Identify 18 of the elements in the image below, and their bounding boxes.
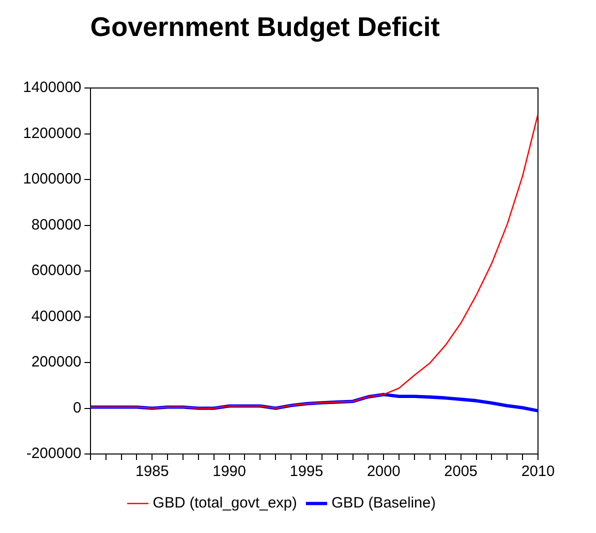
y-tick-label: -200000 (26, 445, 82, 462)
y-tick-label: 600000 (31, 262, 82, 280)
y-tick-label: 0 (73, 399, 82, 416)
legend-label: GBD (Baseline) (332, 494, 436, 512)
legend-label: GBD (total_govt_exp) (152, 494, 298, 512)
y-tick-label: 1400000 (22, 79, 82, 96)
y-tick-label: 1200000 (22, 124, 82, 142)
chart-title: Government Budget Deficit (89, 12, 441, 43)
y-tick-label: 400000 (31, 308, 82, 325)
x-tick-label: 1990 (212, 463, 246, 480)
x-tick-label: 2010 (521, 463, 555, 480)
x-tick-label: 1985 (135, 463, 169, 480)
x-tick-label: 1995 (290, 463, 324, 480)
y-tick-label: 200000 (31, 354, 82, 371)
x-tick-label: 2005 (444, 463, 478, 480)
x-tick-label: 2000 (366, 463, 400, 480)
y-tick-label: 1000000 (22, 170, 82, 188)
y-tick-label: 800000 (31, 216, 82, 234)
